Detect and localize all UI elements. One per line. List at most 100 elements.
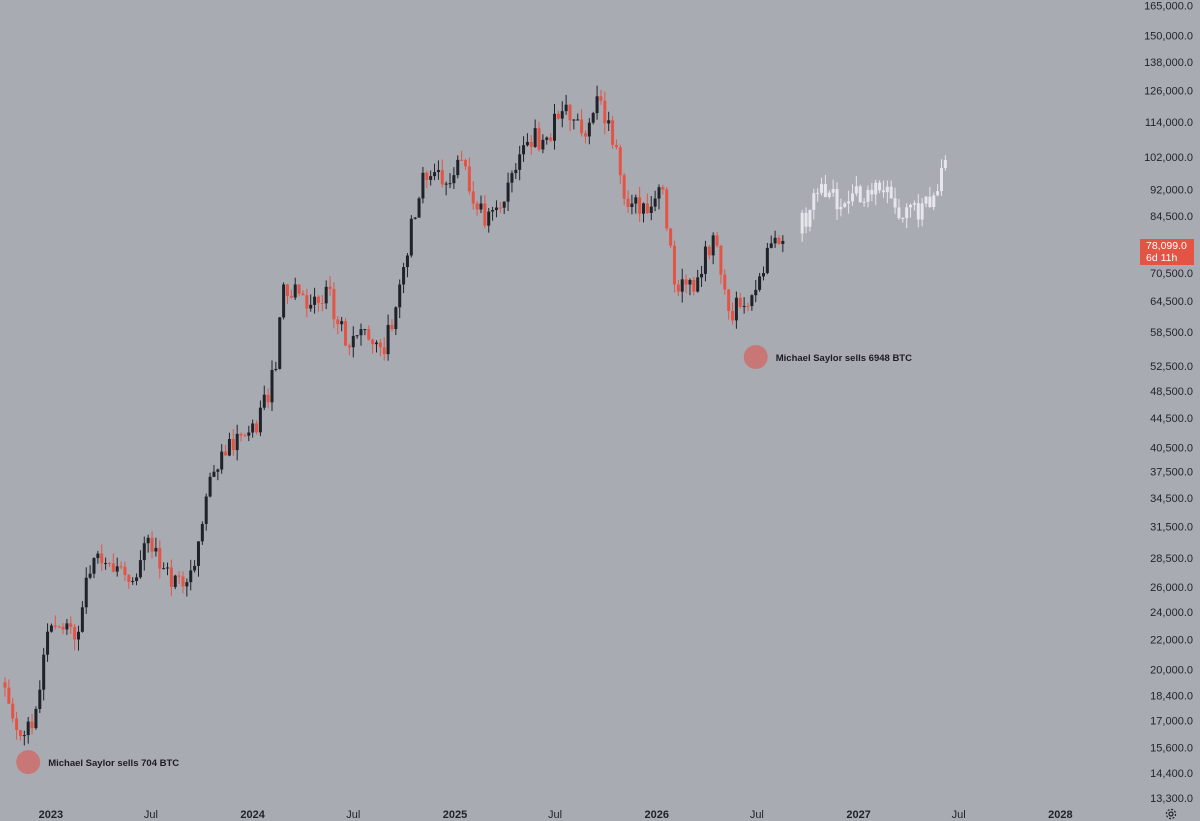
candle-body bbox=[173, 575, 177, 587]
x-tick-label: Jul bbox=[952, 809, 966, 821]
candle-body bbox=[328, 286, 332, 290]
candle-body bbox=[49, 625, 53, 632]
candle-body bbox=[204, 496, 208, 524]
candle-body bbox=[107, 563, 111, 565]
candle-body bbox=[200, 523, 204, 542]
candle-body bbox=[622, 175, 626, 199]
candle-body bbox=[479, 203, 483, 210]
candle-body bbox=[270, 369, 274, 403]
candle-body bbox=[510, 173, 514, 183]
candle-body bbox=[185, 582, 189, 587]
candle-body bbox=[463, 160, 467, 167]
candle-body bbox=[316, 296, 320, 303]
y-tick-label: 84,500.0 bbox=[1150, 211, 1193, 223]
y-tick-label: 70,500.0 bbox=[1150, 268, 1193, 280]
y-tick-label: 114,000.0 bbox=[1145, 117, 1193, 129]
candle-body bbox=[847, 201, 851, 204]
candle-body bbox=[104, 563, 108, 565]
candle-body bbox=[545, 137, 549, 140]
candle-body bbox=[409, 218, 413, 256]
annotation-marker bbox=[16, 750, 41, 775]
candle-body bbox=[638, 197, 642, 214]
y-tick-label: 22,000.0 bbox=[1150, 635, 1193, 647]
candle-body bbox=[320, 302, 324, 304]
candle-body bbox=[723, 274, 727, 290]
x-tick-label: Jul bbox=[144, 809, 158, 821]
y-tick-label: 40,500.0 bbox=[1150, 443, 1193, 455]
candle-body bbox=[483, 203, 487, 226]
candle-body bbox=[773, 237, 777, 244]
candle-body bbox=[262, 394, 266, 408]
candle-body bbox=[193, 565, 197, 571]
candle-body bbox=[38, 689, 42, 709]
settings-icon[interactable] bbox=[1165, 808, 1177, 820]
x-tick-label: 2027 bbox=[846, 809, 870, 821]
candle-body bbox=[293, 284, 297, 298]
candle-body bbox=[711, 235, 715, 256]
candle-body bbox=[827, 192, 831, 197]
candle-body bbox=[208, 476, 212, 497]
candle-body bbox=[382, 347, 386, 355]
candle-body bbox=[285, 284, 289, 296]
candle-body bbox=[251, 423, 255, 433]
candle-body bbox=[390, 324, 394, 330]
candle-body bbox=[874, 182, 878, 195]
candle-body bbox=[940, 167, 944, 192]
candle-body bbox=[231, 439, 235, 451]
candle-body bbox=[932, 195, 936, 208]
candle-body bbox=[371, 339, 375, 345]
candle-body bbox=[444, 183, 448, 185]
candle-body bbox=[924, 196, 928, 204]
candle-body bbox=[831, 189, 835, 193]
candle-body bbox=[843, 203, 847, 207]
candle-body bbox=[289, 295, 293, 298]
candle-body bbox=[560, 111, 564, 119]
candle-body bbox=[549, 137, 553, 141]
x-tick-label: 2026 bbox=[645, 809, 669, 821]
candle-body bbox=[781, 240, 785, 244]
candle-body bbox=[332, 289, 336, 320]
candle-body bbox=[804, 212, 808, 227]
candle-body bbox=[421, 172, 425, 199]
candle-body bbox=[603, 100, 607, 124]
candle-body bbox=[235, 433, 239, 451]
candle-body bbox=[212, 471, 216, 477]
annotations-layer: Michael Saylor sells 704 BTC Michael Sayl… bbox=[16, 345, 912, 775]
candle-body bbox=[618, 147, 622, 176]
y-tick-label: 92,000.0 bbox=[1150, 184, 1193, 196]
candle-body bbox=[719, 245, 723, 275]
candle-body bbox=[386, 324, 390, 355]
candle-body bbox=[88, 573, 92, 578]
candle-body bbox=[800, 212, 804, 234]
candle-body bbox=[359, 329, 363, 336]
candle-body bbox=[115, 566, 119, 572]
candle-body bbox=[642, 203, 646, 214]
candle-body bbox=[436, 170, 440, 173]
candle-body bbox=[634, 197, 638, 204]
candle-body bbox=[46, 631, 50, 655]
candle-body bbox=[862, 201, 866, 203]
candle-body bbox=[626, 198, 630, 208]
candle-body bbox=[518, 154, 522, 170]
candle-body bbox=[645, 203, 649, 213]
candle-body bbox=[905, 207, 909, 219]
candle-body bbox=[870, 189, 874, 195]
candle-body bbox=[889, 186, 893, 199]
candle-body bbox=[676, 284, 680, 292]
candle-body bbox=[340, 321, 344, 325]
candle-body bbox=[669, 228, 673, 246]
candle-body bbox=[587, 122, 591, 137]
candle-body bbox=[266, 394, 270, 403]
candle-body bbox=[583, 133, 587, 137]
candle-body bbox=[684, 279, 688, 285]
candle-body bbox=[715, 235, 719, 246]
candle-body bbox=[820, 184, 824, 193]
candle-body bbox=[158, 547, 162, 569]
x-tick-label: 2028 bbox=[1048, 809, 1072, 821]
candle-body bbox=[591, 113, 595, 123]
candle-body bbox=[61, 626, 65, 630]
candle-body bbox=[777, 237, 781, 244]
y-tick-label: 24,000.0 bbox=[1150, 607, 1193, 619]
